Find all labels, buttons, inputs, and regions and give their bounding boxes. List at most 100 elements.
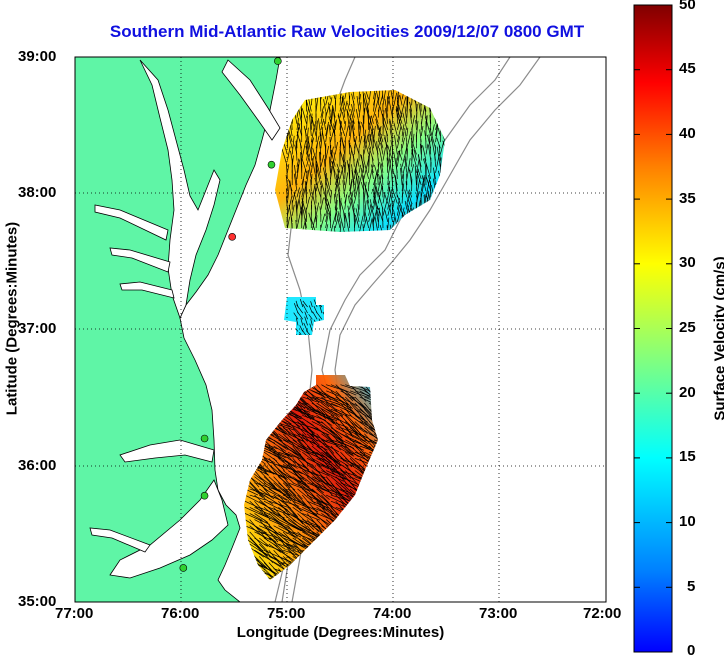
velocity-vector: [287, 427, 306, 449]
velocity-vector: [353, 185, 359, 204]
velocity-vector: [344, 161, 347, 179]
colorbar-label: Surface Velocity (cm/s): [711, 256, 724, 421]
velocity-vector: [321, 500, 342, 512]
velocity-vector: [437, 127, 441, 137]
velocity-vector: [314, 183, 317, 198]
velocity-vector: [379, 137, 384, 149]
pamlico-sound: [109, 479, 229, 579]
velocity-vector: [371, 218, 374, 229]
velocity-vector: [330, 476, 347, 490]
velocity-vector: [409, 108, 413, 124]
velocity-vector: [254, 519, 274, 530]
velocity-vector: [287, 146, 291, 161]
chesapeake-bay: [139, 59, 221, 320]
velocity-vector: [347, 205, 350, 216]
velocity-vector: [292, 415, 316, 435]
station-marker: [179, 564, 188, 572]
velocity-vector: [388, 158, 393, 179]
velocity-vector: [298, 198, 303, 216]
velocity-vector: [362, 115, 365, 137]
velocity-vector: [349, 150, 352, 161]
velocity-vector: [302, 209, 307, 229]
bay-inlet-potomac: [94, 204, 169, 241]
velocity-vector: [321, 494, 334, 508]
velocity-vector: [364, 211, 369, 229]
albemarle-sound: [119, 439, 215, 463]
velocity-vector: [302, 300, 308, 308]
velocity-vector: [316, 402, 336, 416]
velocity-vector: [375, 118, 379, 130]
velocity-vector: [341, 140, 346, 149]
velocity-vector: [361, 154, 365, 173]
velocity-vector: [259, 500, 283, 518]
velocity-vector: [416, 171, 422, 186]
velocity-vector: [320, 154, 325, 167]
velocity-vector: [325, 507, 338, 519]
velocity-vector: [346, 109, 350, 130]
velocity-vector: [439, 141, 445, 155]
velocity-vector: [368, 204, 372, 216]
velocity-vector: [380, 142, 384, 155]
velocity-vector: [345, 390, 366, 410]
velocity-vector: [372, 128, 374, 149]
velocity-vector: [377, 125, 382, 143]
velocity-vector: [293, 303, 299, 314]
velocity-vector: [371, 170, 374, 179]
velocity-vector: [306, 153, 311, 167]
velocity-vector: [428, 144, 432, 161]
velocity-vector: [360, 181, 365, 192]
velocity-vector: [297, 311, 304, 320]
velocity-vector: [368, 130, 373, 149]
velocity-vector: [311, 500, 329, 509]
velocity-vector: [278, 500, 289, 514]
velocity-vector: [396, 90, 400, 100]
velocity-vector: [358, 164, 362, 173]
velocity-vector: [327, 102, 331, 112]
velocity-vector: [420, 126, 424, 137]
velocity-vector: [320, 106, 324, 118]
velocity-vector: [306, 500, 333, 513]
velocity-vector: [297, 433, 315, 440]
velocity-vector: [439, 157, 442, 173]
velocity-vector: [302, 433, 314, 446]
velocity-vector: [417, 169, 422, 180]
velocity-vector: [268, 543, 282, 553]
velocity-vector: [287, 537, 304, 547]
velocity-vector: [295, 201, 298, 216]
velocity-vector: [306, 433, 320, 446]
velocity-vector: [330, 464, 347, 484]
velocity-vector: [425, 143, 429, 155]
velocity-vector: [352, 120, 355, 130]
velocity-vector: [296, 109, 299, 118]
velocity-vector: [339, 149, 346, 167]
velocity-vector: [349, 415, 374, 432]
y-tick-label: 35:00: [18, 593, 57, 610]
velocity-vector: [349, 421, 365, 433]
velocity-vector: [354, 421, 368, 435]
velocity-vector: [387, 95, 391, 106]
velocity-vector: [335, 482, 354, 502]
velocity-vector: [370, 164, 374, 173]
velocity-vector: [268, 537, 286, 550]
velocity-vector: [336, 163, 341, 173]
velocity-vector: [292, 408, 310, 416]
velocity-vector: [287, 525, 298, 538]
velocity-vector: [297, 439, 316, 462]
velocity-vector: [429, 127, 436, 149]
velocity-vector: [345, 396, 364, 416]
velocity-vector: [292, 464, 319, 477]
velocity-vector: [411, 149, 417, 167]
velocity-vector: [320, 180, 326, 198]
velocity-vector: [345, 433, 366, 455]
velocity-vector: [368, 146, 371, 161]
map-title: Southern Mid-Atlantic Raw Velocities 200…: [109, 22, 585, 41]
velocity-vector: [292, 445, 306, 461]
velocity-vector: [422, 145, 427, 161]
velocity-vector: [334, 119, 337, 130]
velocity-vector: [401, 137, 405, 149]
velocity-vector: [387, 159, 392, 179]
velocity-vector: [416, 175, 418, 192]
velocity-vector: [383, 137, 389, 149]
velocity-vector: [390, 90, 393, 100]
velocity-vector: [330, 149, 336, 167]
